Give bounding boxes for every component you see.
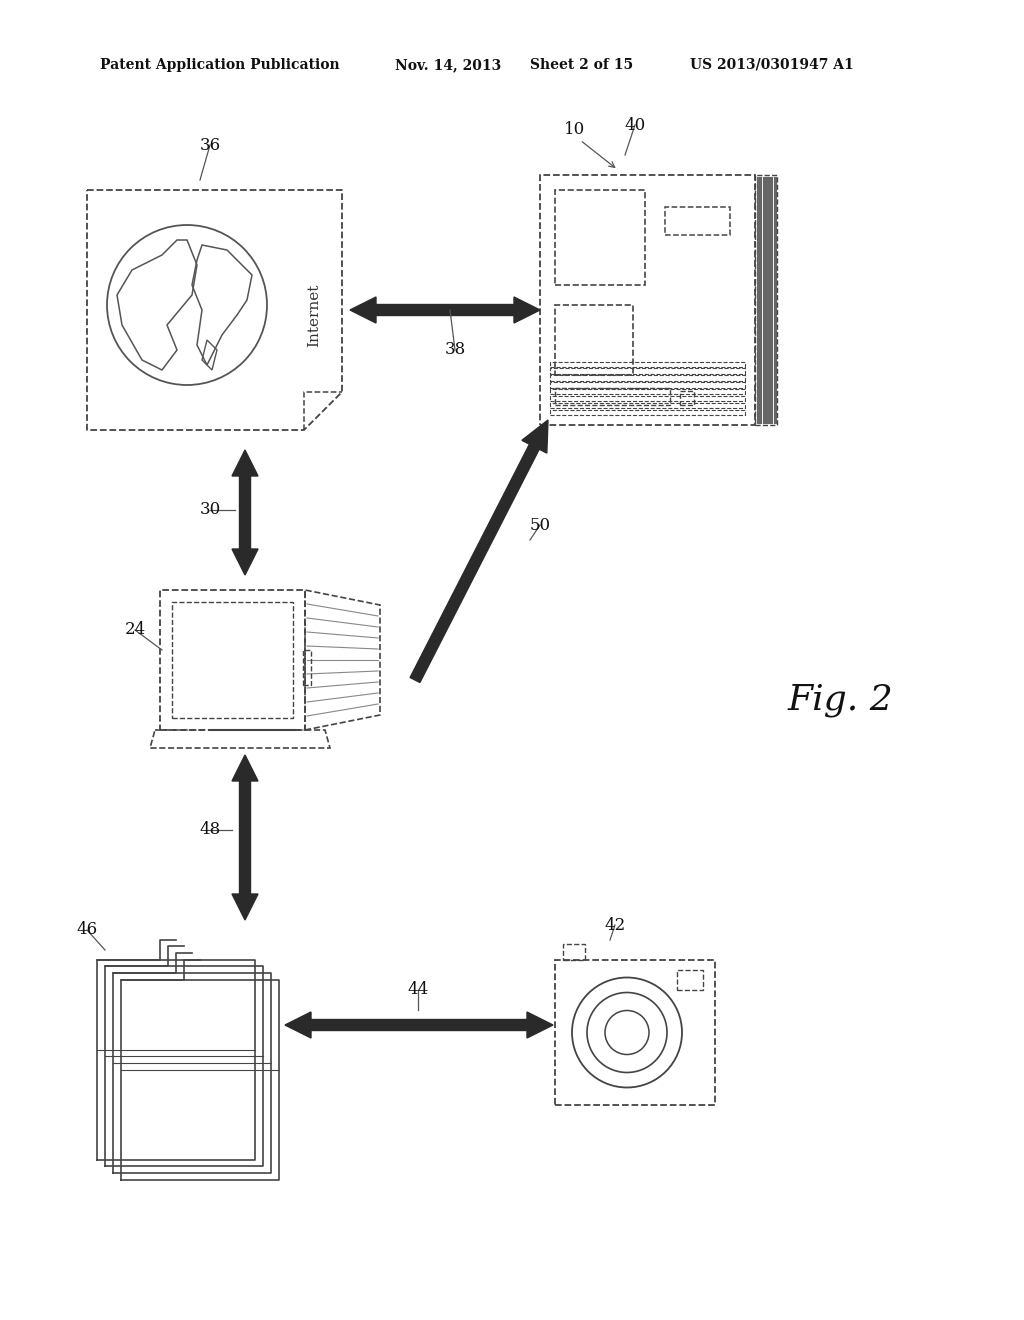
Text: 48: 48 (200, 821, 220, 838)
Text: 44: 44 (408, 982, 429, 998)
Bar (555, 388, 670, 405)
Bar (555, 190, 645, 285)
Text: US 2013/0301947 A1: US 2013/0301947 A1 (690, 58, 854, 73)
Text: 30: 30 (200, 502, 220, 519)
Bar (160, 590, 305, 730)
Bar (550, 389, 745, 395)
Bar (677, 970, 703, 990)
Bar (550, 409, 745, 414)
Bar (665, 207, 730, 235)
Bar (540, 176, 755, 425)
Text: 38: 38 (444, 342, 466, 359)
Bar (550, 403, 745, 408)
Text: 10: 10 (564, 121, 586, 139)
Text: 24: 24 (124, 622, 145, 639)
Bar (680, 391, 694, 405)
Text: 36: 36 (200, 136, 220, 153)
Text: 50: 50 (529, 516, 551, 533)
Text: Nov. 14, 2013: Nov. 14, 2013 (395, 58, 502, 73)
Text: Sheet 2 of 15: Sheet 2 of 15 (530, 58, 633, 73)
Text: Fig. 2: Fig. 2 (787, 682, 893, 717)
Text: Patent Application Publication: Patent Application Publication (100, 58, 340, 73)
Polygon shape (232, 450, 258, 576)
Text: Internet: Internet (307, 284, 321, 347)
Text: 42: 42 (604, 916, 626, 933)
Bar (563, 944, 585, 960)
Bar (303, 649, 311, 685)
Bar (550, 381, 745, 388)
Text: 40: 40 (625, 116, 645, 133)
Bar (755, 176, 777, 425)
Polygon shape (410, 420, 548, 682)
Bar (555, 305, 633, 375)
Text: 46: 46 (77, 921, 97, 939)
Bar (172, 602, 293, 718)
Bar (550, 368, 745, 374)
Bar (550, 362, 745, 367)
Bar (550, 396, 745, 401)
Bar (555, 960, 715, 1105)
Bar (550, 375, 745, 380)
Polygon shape (285, 1012, 553, 1038)
Polygon shape (232, 755, 258, 920)
Polygon shape (350, 297, 540, 323)
